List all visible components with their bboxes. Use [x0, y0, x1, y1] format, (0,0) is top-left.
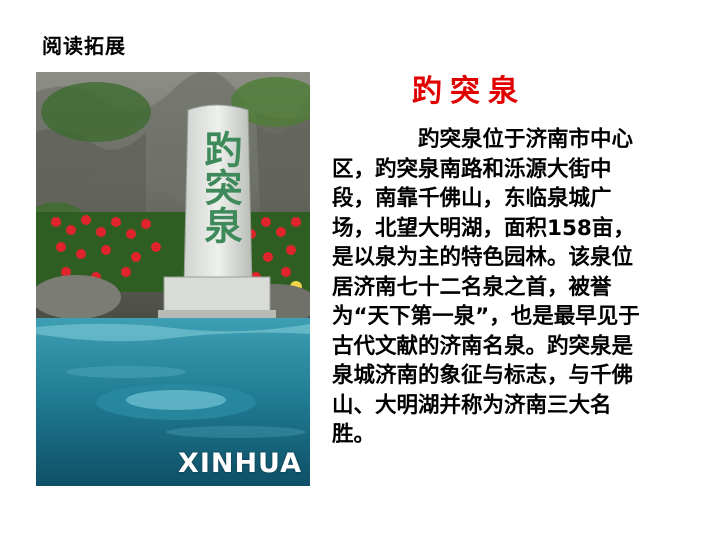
xinhua-watermark: XINHUA	[178, 448, 302, 479]
baotu-spring-photo: 趵突泉 XINHUA	[36, 72, 310, 486]
section-title: 阅读拓展	[42, 30, 126, 59]
photo-illustration	[36, 72, 310, 486]
description-paragraph: 趵突泉位于济南市中心区，趵突泉南路和泺源大街中段，南靠千佛山，东临泉城广场，北望…	[332, 125, 650, 450]
stele-inscription: 趵突泉	[202, 130, 242, 244]
paragraph-text: 趵突泉位于济南市中心区，趵突泉南路和泺源大街中段，南靠千佛山，东临泉城广场，北望…	[332, 127, 640, 447]
page-title: 趵突泉	[412, 66, 526, 110]
